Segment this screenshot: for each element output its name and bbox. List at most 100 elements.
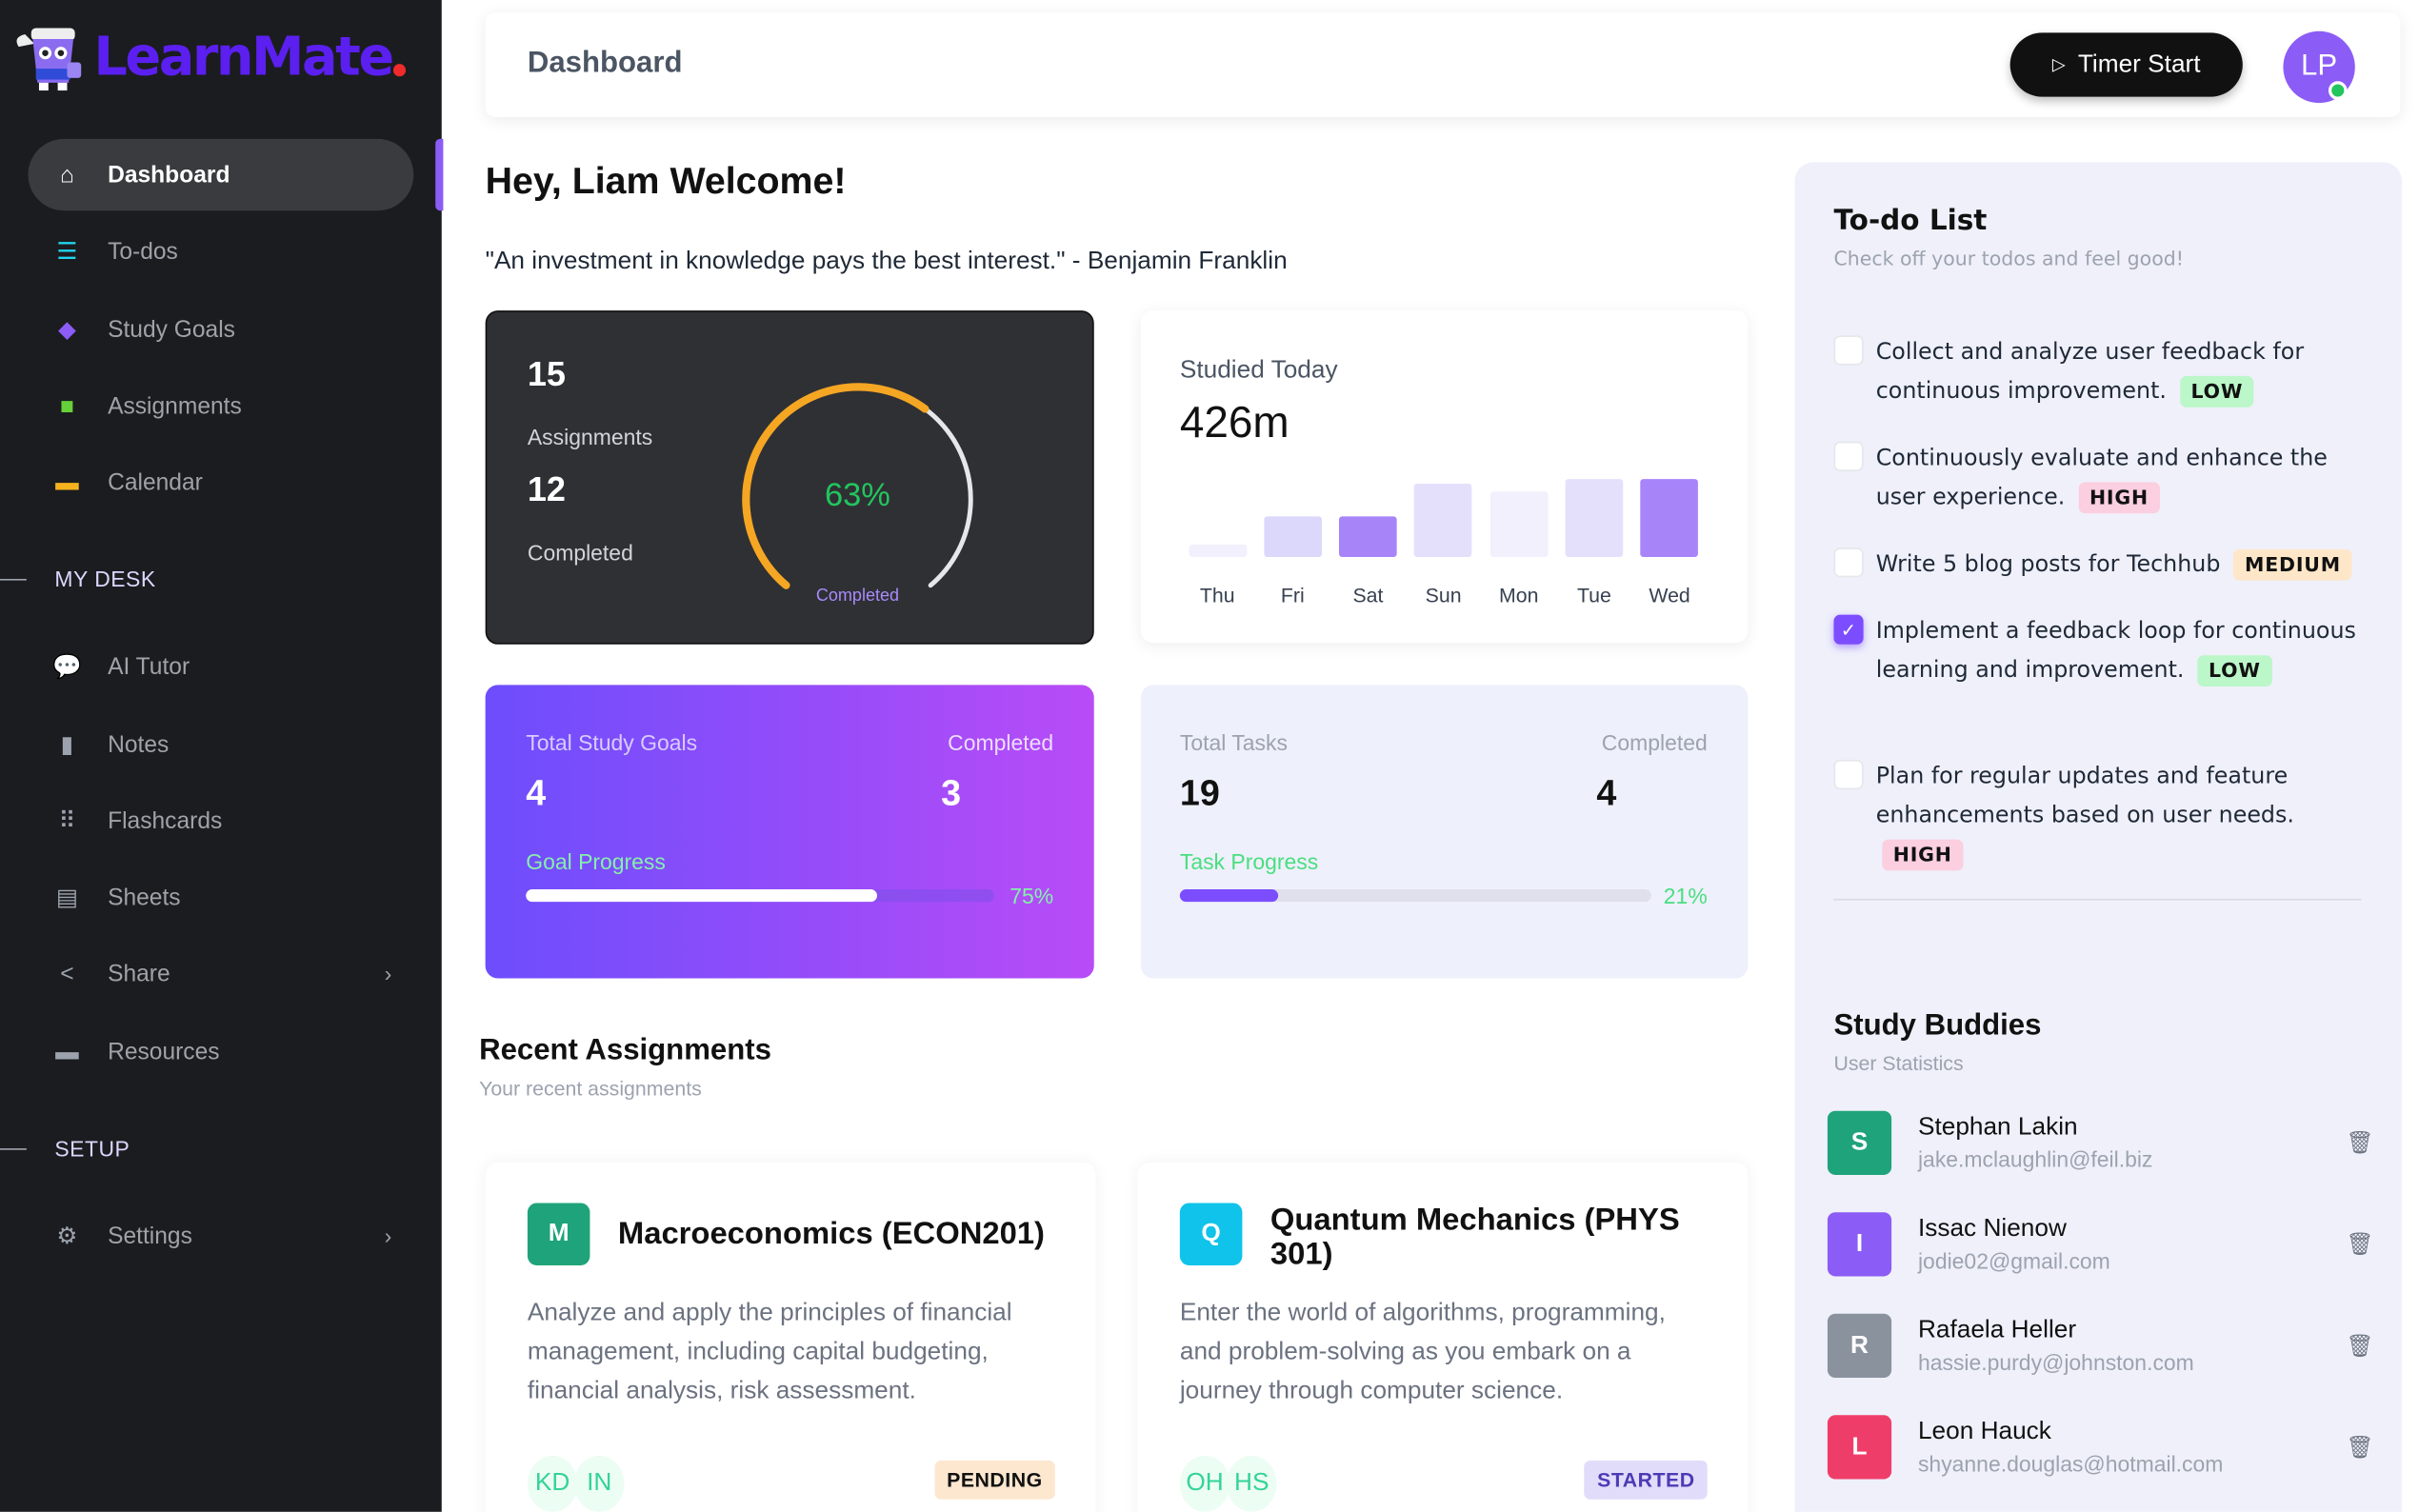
buddy-avatar: S bbox=[1827, 1110, 1892, 1175]
task-progress-label: Task Progress bbox=[1179, 848, 1319, 874]
todo-checkbox[interactable] bbox=[1833, 335, 1864, 366]
sidebar-item-study-goals[interactable]: ◆ Study Goals bbox=[28, 293, 413, 365]
gauge-label: Completed bbox=[815, 587, 900, 606]
priority-badge: HIGH bbox=[2078, 482, 2160, 514]
sidebar-item-assignments[interactable]: ■ Assignments bbox=[28, 369, 413, 441]
assignment-card[interactable]: Q Quantum Mechanics (PHYS 301) Enter the… bbox=[1137, 1162, 1749, 1512]
gauge-percent: 63% bbox=[825, 477, 890, 514]
completed-count: 12 bbox=[527, 469, 567, 509]
sidebar-item-flashcards[interactable]: ⠿ Flashcards bbox=[28, 785, 413, 856]
right-panel: To-do List Check off your todos and feel… bbox=[1794, 162, 2402, 1512]
buddy-avatar: R bbox=[1827, 1313, 1892, 1378]
sidebar-item-label: Dashboard bbox=[108, 161, 230, 189]
todo-item: Continuously evaluate and enhance the us… bbox=[1833, 440, 2364, 518]
tasks-completed-label: Completed bbox=[1601, 729, 1708, 756]
bar-label: Sun bbox=[1425, 583, 1462, 607]
member-avatar[interactable]: HS bbox=[1227, 1455, 1277, 1512]
assignment-card[interactable]: M Macroeconomics (ECON201) Analyze and a… bbox=[485, 1162, 1096, 1512]
task-progress-track bbox=[1179, 889, 1651, 903]
box-icon: ■ bbox=[60, 392, 74, 419]
buddy-email: hassie.purdy@johnston.com bbox=[1917, 1349, 2194, 1375]
online-status-dot bbox=[2328, 81, 2348, 100]
sidebar-item-label: To-dos bbox=[108, 237, 178, 265]
priority-badge: LOW bbox=[2180, 375, 2254, 408]
active-indicator bbox=[435, 138, 444, 211]
list-icon: ☰ bbox=[56, 238, 78, 266]
play-icon: ▷ bbox=[2051, 55, 2066, 75]
sidebar-item-label: Study Goals bbox=[108, 315, 235, 343]
buddy-name: Rafaela Heller bbox=[1917, 1317, 2077, 1343]
goal-progress-label: Goal Progress bbox=[526, 848, 666, 874]
sidebar-item-label: Flashcards bbox=[108, 807, 223, 834]
sidebar-item-notes[interactable]: ▮ Notes bbox=[28, 708, 413, 780]
sidebar-item-label: AI Tutor bbox=[108, 652, 190, 680]
member-avatar[interactable]: OH bbox=[1179, 1455, 1230, 1512]
sidebar-item-sheets[interactable]: ▤ Sheets bbox=[28, 862, 413, 933]
sidebar-item-resources[interactable]: ▬ Resources bbox=[28, 1016, 413, 1087]
divider bbox=[1833, 898, 2362, 901]
bar-thu bbox=[1188, 544, 1247, 558]
trash-icon[interactable]: 🗑 bbox=[2346, 1433, 2374, 1460]
chevron-right-icon: › bbox=[384, 1223, 392, 1248]
assignment-description: Enter the world of algorithms, programmi… bbox=[1179, 1300, 1666, 1404]
bar-label: Mon bbox=[1499, 583, 1539, 607]
section-my-desk: MY DESK bbox=[0, 567, 156, 591]
todo-checkbox[interactable] bbox=[1833, 441, 1864, 471]
bar-sat bbox=[1339, 516, 1397, 558]
assignments-total: 15 bbox=[527, 353, 567, 393]
todo-checkbox[interactable] bbox=[1833, 547, 1864, 578]
sidebar-item-label: Settings bbox=[108, 1222, 192, 1249]
sidebar-item-to-dos[interactable]: ☰ To-dos bbox=[28, 215, 413, 287]
section-label: SETUP bbox=[54, 1135, 130, 1162]
sidebar-item-share[interactable]: < Share › bbox=[28, 938, 413, 1009]
studied-today-card: Studied Today 426m Thu Fri Sat Sun Mon Tue Wed bbox=[1140, 310, 1749, 644]
sidebar-item-dashboard[interactable]: ⌂ Dashboard bbox=[28, 138, 414, 211]
member-avatar[interactable]: KD bbox=[527, 1455, 578, 1512]
buddy-email: jake.mclaughlin@feil.biz bbox=[1917, 1146, 2153, 1172]
studied-title: Studied Today bbox=[1179, 357, 1338, 385]
bar-label: Fri bbox=[1280, 583, 1305, 607]
timer-label: Timer Start bbox=[2077, 50, 2201, 78]
bar-label: Sat bbox=[1352, 583, 1384, 607]
member-avatar[interactable]: IN bbox=[574, 1455, 625, 1512]
todo-title: To-do List bbox=[1833, 204, 1988, 238]
sidebar-item-calendar[interactable]: ▬ Calendar bbox=[28, 447, 413, 518]
home-icon: ⌂ bbox=[60, 161, 74, 189]
completed-label: Completed bbox=[527, 539, 633, 566]
completion-gauge bbox=[742, 383, 973, 589]
sheet-icon: ▤ bbox=[55, 885, 79, 912]
todo-checkbox[interactable] bbox=[1833, 760, 1864, 790]
assignment-description: Analyze and apply the principles of fina… bbox=[527, 1300, 1012, 1404]
goals-completed: 3 bbox=[941, 772, 962, 813]
study-goals-card: Total Study Goals Completed 4 3 Goal Pro… bbox=[485, 685, 1094, 979]
timer-start-button[interactable]: ▷ Timer Start bbox=[2009, 32, 2243, 97]
todo-text: Implement a feedback loop for continuous… bbox=[1875, 619, 2356, 684]
bar-fri bbox=[1264, 516, 1322, 558]
brand-logo[interactable]: LearnMate bbox=[12, 19, 407, 97]
assignments-summary-card: 15 Assignments 12 Completed 63% Complete… bbox=[485, 310, 1094, 645]
buddy-email: jodie02@gmail.com bbox=[1917, 1247, 2110, 1274]
buddy-email: shyanne.douglas@hotmail.com bbox=[1917, 1450, 2224, 1477]
trash-icon[interactable]: 🗑 bbox=[2346, 1129, 2374, 1155]
task-progress-fill bbox=[1179, 889, 1279, 903]
buddy-item: I Issac Nienow jodie02@gmail.com 🗑 bbox=[1827, 1212, 2374, 1277]
grid-icon: ⠿ bbox=[58, 807, 76, 835]
todo-checkbox[interactable]: ✓ bbox=[1833, 614, 1864, 645]
goals-completed-label: Completed bbox=[948, 729, 1054, 756]
buddy-avatar: I bbox=[1827, 1212, 1892, 1277]
diamond-icon: ◆ bbox=[57, 316, 76, 344]
status-badge: PENDING bbox=[934, 1460, 1055, 1500]
sidebar-item-settings[interactable]: ⚙ Settings › bbox=[28, 1200, 413, 1271]
task-progress-percent: 21% bbox=[1663, 883, 1708, 908]
trash-icon[interactable]: 🗑 bbox=[2346, 1230, 2374, 1257]
bar-tue bbox=[1565, 479, 1624, 558]
sidebar-item-label: Sheets bbox=[108, 884, 181, 911]
priority-badge: HIGH bbox=[1882, 839, 1964, 871]
sidebar-item-ai-tutor[interactable]: 💬 AI Tutor bbox=[28, 630, 413, 702]
trash-icon[interactable]: 🗑 bbox=[2346, 1332, 2374, 1358]
goal-progress-track bbox=[526, 889, 994, 903]
sidebar: LearnMate ⌂ Dashboard ☰ To-dos ◆ Study Goals ■… bbox=[0, 0, 442, 1512]
gauge-fill bbox=[742, 383, 930, 589]
todo-item: ✓ Implement a feedback loop for continuou… bbox=[1833, 613, 2364, 691]
sidebar-item-label: Resources bbox=[108, 1038, 220, 1065]
